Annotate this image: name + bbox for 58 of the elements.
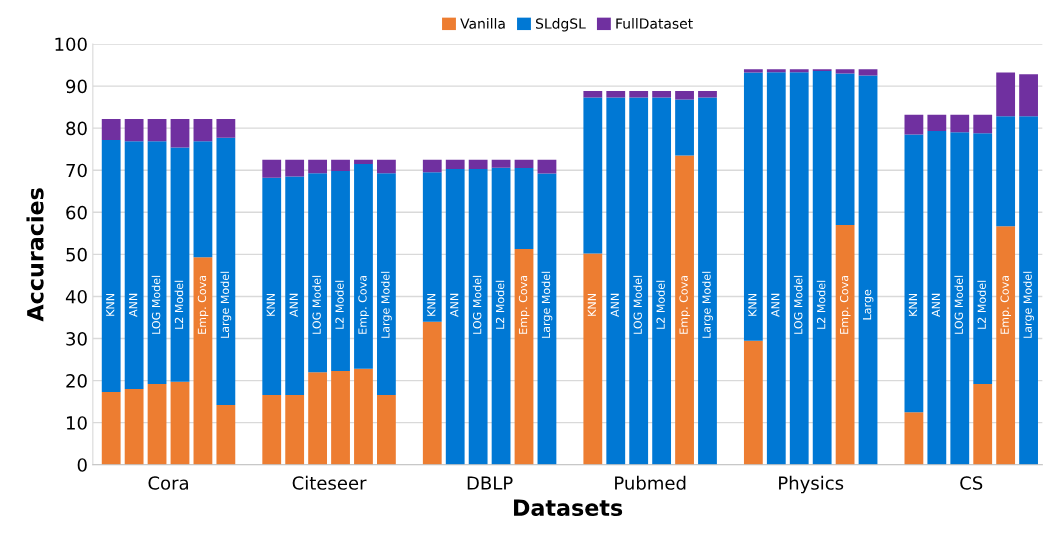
text: Citeseer bbox=[292, 475, 367, 490]
y-tick-label: 30 bbox=[66, 331, 87, 346]
x-tick-label: Emp. Cova bbox=[518, 275, 530, 334]
y-tick-label: 0 bbox=[77, 458, 87, 472]
legend-label: SLdgSL bbox=[536, 18, 586, 32]
x-tick-label: ANN bbox=[771, 293, 780, 317]
x-tick-label: LOG Model bbox=[151, 275, 161, 334]
y-tick-label: 40 bbox=[65, 289, 87, 304]
x-tick-label: L2 Model bbox=[656, 280, 665, 329]
y-tick-label: 60 bbox=[66, 205, 87, 220]
x-tick-label: Large Model bbox=[381, 271, 392, 338]
x-tick-label: Emp. Cova bbox=[197, 275, 209, 334]
x-tick-label: L2 Model bbox=[335, 280, 344, 329]
x-tick-label: ANN bbox=[610, 293, 619, 317]
x-tick-label: KNN bbox=[266, 294, 275, 316]
x-tick-label: Large Model bbox=[1023, 271, 1034, 338]
x-tick-label: LOG Model bbox=[633, 275, 642, 334]
y-tick-label: 20 bbox=[66, 374, 87, 388]
x-tick-label: Emp. Cova bbox=[1000, 275, 1012, 334]
text: Physics bbox=[779, 475, 844, 494]
x-tick-label: KNN bbox=[908, 294, 917, 316]
y-tick-label: 50 bbox=[66, 247, 87, 262]
x-tick-label: Large Model bbox=[541, 271, 553, 338]
x-tick-label: Large bbox=[863, 289, 874, 320]
x-tick-label: Large Model bbox=[220, 271, 232, 338]
x-tick-label: KNN bbox=[427, 294, 436, 316]
x-tick-label: L2 Model bbox=[816, 280, 826, 329]
x-tick-label: ANN bbox=[450, 293, 459, 317]
text: Pubmed bbox=[615, 475, 686, 490]
x-tick-label: LOG Model bbox=[954, 275, 963, 334]
x-tick-label: KNN bbox=[587, 294, 596, 316]
x-tick-label: ANN bbox=[289, 293, 298, 317]
y-axis-title: Accuracies bbox=[26, 188, 44, 322]
x-tick-label: Emp. Cova bbox=[358, 275, 369, 334]
x-tick-label: KNN bbox=[748, 294, 757, 316]
x-tick-label: L2 Model bbox=[174, 280, 184, 329]
x-tick-label: Emp. Cova bbox=[839, 275, 851, 334]
x-tick-label: LOG Model bbox=[312, 275, 321, 334]
x-tick-label: LOG Model bbox=[793, 275, 803, 334]
x-tick-label: L2 Model bbox=[495, 280, 505, 329]
text: CS bbox=[960, 476, 983, 490]
text: Cora bbox=[148, 476, 188, 490]
x-tick-label: ANN bbox=[931, 293, 940, 317]
y-tick-label: 10 bbox=[66, 416, 87, 430]
x-axis-title: Datasets bbox=[514, 499, 623, 517]
y-tick-label: 70 bbox=[66, 163, 87, 178]
y-tick-label: 100 bbox=[55, 37, 87, 52]
legend-label: FullDataset bbox=[616, 18, 693, 29]
text: DBLP bbox=[467, 476, 513, 490]
x-tick-label: LOG Model bbox=[472, 275, 482, 334]
x-tick-label: KNN bbox=[106, 294, 115, 316]
x-tick-label: L2 Model bbox=[977, 280, 986, 329]
x-tick-label: Emp. Cova bbox=[679, 275, 690, 334]
y-tick-label: 80 bbox=[66, 121, 87, 136]
x-tick-label: ANN bbox=[129, 293, 138, 317]
x-tick-label: Large Model bbox=[702, 271, 713, 338]
legend-label: Vanilla bbox=[460, 18, 505, 29]
y-tick-label: 90 bbox=[66, 79, 87, 94]
